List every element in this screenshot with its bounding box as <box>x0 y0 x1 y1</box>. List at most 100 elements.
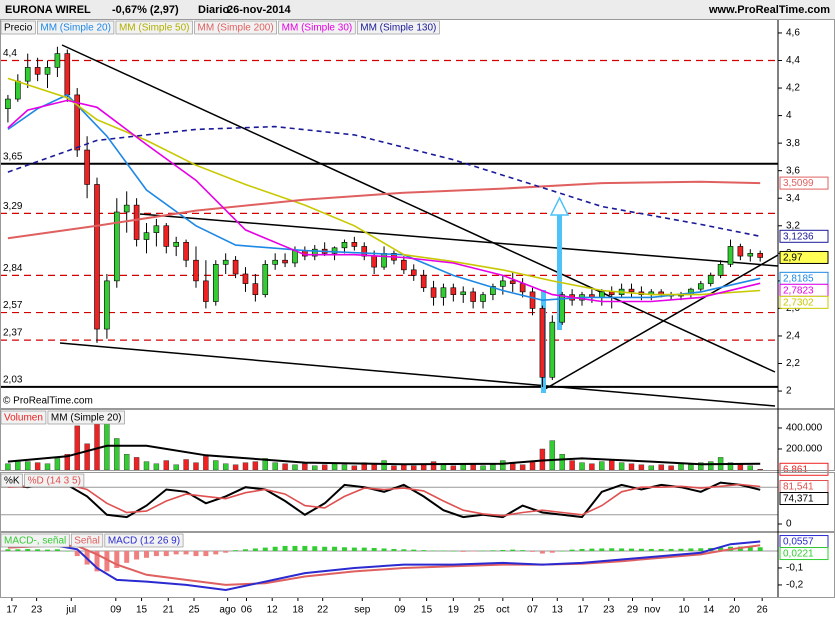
source-note: © ProRealTime.com <box>3 396 93 407</box>
bar <box>747 465 753 471</box>
level-label: 4,4 <box>3 48 17 59</box>
date: 26-nov-2014 <box>227 4 291 16</box>
x-tick-label: 25 <box>188 605 200 616</box>
x-tick-label: 26 <box>757 605 769 616</box>
bar <box>341 464 348 471</box>
x-tick-label: 17 <box>577 605 589 616</box>
bar <box>549 440 556 471</box>
bar <box>252 461 259 471</box>
bar <box>609 459 615 471</box>
candle-body <box>717 264 724 276</box>
candle-body <box>500 280 506 287</box>
bar <box>351 465 358 471</box>
candle-body <box>490 286 496 295</box>
bar <box>143 550 149 558</box>
candle-body <box>509 280 516 284</box>
bar <box>312 546 318 551</box>
legend-label: MM (Simple 50) <box>119 23 190 34</box>
bar <box>737 464 744 471</box>
y-tick-label: 3,2 <box>786 220 800 231</box>
last-value-label: 2,97 <box>783 253 803 264</box>
x-tick-label: 23 <box>31 605 43 616</box>
bar <box>480 465 486 471</box>
bar <box>678 463 684 471</box>
candle-body <box>153 225 160 233</box>
legend-label: MM (Simple 30) <box>282 23 353 34</box>
period: Diario <box>198 4 229 16</box>
series-line <box>7 444 761 466</box>
bar <box>470 550 476 552</box>
y-tick-label: 2,2 <box>786 358 800 369</box>
bar <box>173 550 179 555</box>
bar <box>193 462 199 471</box>
bar <box>302 463 308 471</box>
legend-label: MACD (12 26 9) <box>108 536 180 547</box>
candle-body <box>232 259 239 275</box>
last-value-label: 2,7823 <box>783 285 814 296</box>
candle-body <box>420 275 427 289</box>
bar <box>519 464 526 471</box>
arrow-bar <box>557 215 562 330</box>
bar <box>629 548 635 551</box>
candle-body <box>15 80 21 100</box>
bar <box>549 550 555 553</box>
x-tick-label: 13 <box>552 605 564 616</box>
bar <box>223 550 229 553</box>
y-tick-label: 2,4 <box>786 331 800 342</box>
bar <box>747 546 753 551</box>
candle-body <box>262 264 269 295</box>
bar <box>322 546 328 551</box>
bar <box>104 550 110 572</box>
last-value-label: 6.861 <box>783 464 808 475</box>
trendline <box>139 213 778 267</box>
last-value-label: 0,0557 <box>783 537 814 548</box>
candle-body <box>727 246 734 265</box>
bar <box>510 463 516 471</box>
candle-body <box>54 53 61 68</box>
bar <box>648 465 655 471</box>
bar <box>282 463 288 471</box>
candle-body <box>737 246 744 257</box>
y-tick-label: 200.000 <box>786 444 823 455</box>
legend-box <box>70 533 104 548</box>
candle-body <box>84 149 90 185</box>
candle-body <box>44 67 51 75</box>
y-tick-label: 400.000 <box>786 423 823 434</box>
x-tick-label: 18 <box>292 605 304 616</box>
candle-body <box>608 291 615 295</box>
legend-label: %K <box>4 476 20 487</box>
bar <box>440 550 446 552</box>
bar <box>124 550 130 563</box>
bar <box>450 465 457 471</box>
bar <box>213 550 219 555</box>
bar <box>193 550 199 557</box>
bar <box>401 549 407 551</box>
x-tick-label: 07 <box>527 605 539 616</box>
last-value-box <box>779 176 829 190</box>
last-value-box <box>779 547 829 561</box>
bar <box>638 548 644 551</box>
series-line <box>7 93 761 302</box>
series-line <box>7 544 761 586</box>
bar <box>430 461 437 471</box>
x-tick-label: 17 <box>6 605 18 616</box>
bar <box>312 465 318 471</box>
y-tick-label: 4 <box>786 110 792 121</box>
bar <box>143 461 150 471</box>
candle-body <box>707 275 714 284</box>
bar <box>94 550 100 572</box>
bar <box>628 463 635 471</box>
candle-body <box>24 67 31 82</box>
bar <box>44 463 51 471</box>
candle-body <box>133 204 140 240</box>
bar <box>559 454 565 471</box>
panel-plot <box>5 410 763 471</box>
bar <box>74 550 80 557</box>
bar <box>668 548 674 551</box>
panel-plot: 4,4 3,65 3,29 2,84 2,57 2,37 2,03 <box>0 44 778 407</box>
bar <box>707 461 714 471</box>
level-label: 3,65 <box>3 151 23 162</box>
trendlines <box>59 44 778 407</box>
legend-box <box>115 20 193 35</box>
bar <box>5 549 11 551</box>
